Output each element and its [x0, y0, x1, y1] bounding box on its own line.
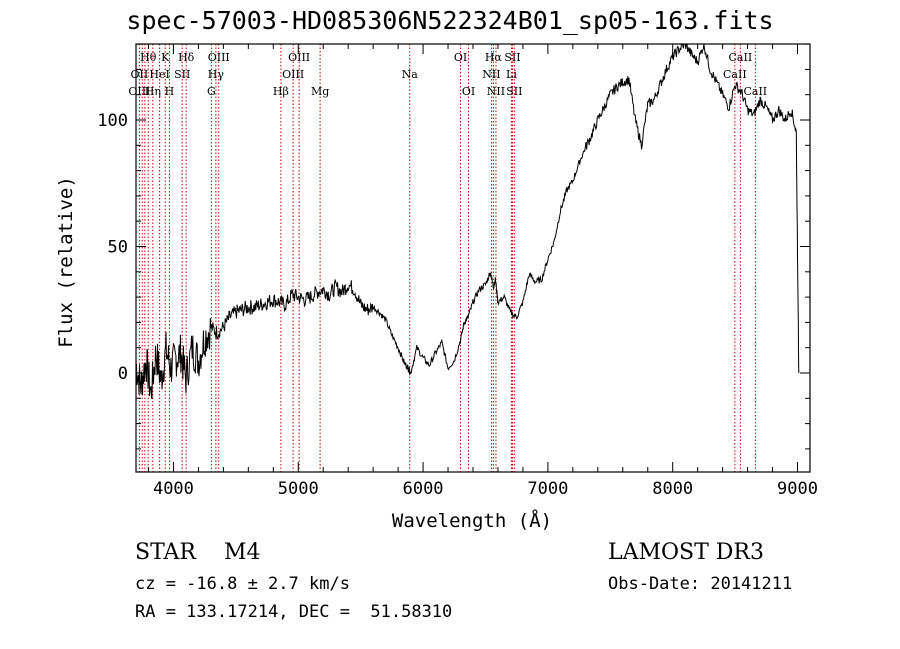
y-tick-label: 50	[108, 238, 128, 258]
line-id-label: OIII	[208, 51, 230, 64]
line-id-label: HeI	[149, 68, 169, 81]
line-id-label: CaII	[729, 51, 753, 64]
line-id-label: OIII	[282, 68, 304, 81]
plot-frame	[135, 43, 811, 473]
redshift-velocity: cz = -16.8 ± 2.7 km/s	[135, 574, 350, 594]
object-class: STAR M4	[135, 540, 261, 565]
line-id-label: OII	[131, 68, 149, 81]
line-id-label: Mg	[311, 85, 329, 98]
line-id-label: K	[161, 51, 170, 64]
line-id-label: Hβ	[273, 85, 289, 98]
y-axis-label: Flux (relative)	[55, 176, 77, 348]
x-axis-label: Wavelength (Å)	[391, 510, 553, 532]
y-tick-label: 100	[97, 111, 128, 131]
y-tick-label: 0	[118, 364, 128, 384]
line-id-label: Hθ	[140, 51, 157, 64]
line-id-label: NII	[482, 68, 500, 81]
spectrum-series	[135, 43, 800, 400]
line-id-label: NII	[487, 85, 505, 98]
x-tick-label: 4000	[153, 479, 194, 499]
line-id-label: SII	[506, 85, 522, 98]
line-id-label: OIII	[288, 51, 310, 64]
x-tick-label: 8000	[652, 479, 693, 499]
line-id-label: OIII	[128, 85, 150, 98]
survey-name: LAMOST DR3	[608, 540, 764, 565]
line-id-label: Na	[402, 68, 419, 81]
line-id-label: OI	[462, 85, 475, 98]
x-tick-label: 9000	[777, 479, 818, 499]
x-tick-label: 6000	[403, 479, 444, 499]
line-id-label: Hγ	[208, 68, 225, 81]
line-id-label: Hα	[485, 51, 503, 64]
line-id-label: Li	[506, 68, 517, 81]
line-id-label: H	[165, 85, 175, 98]
x-tick-label: 5000	[278, 479, 319, 499]
line-id-label: G	[207, 85, 216, 98]
line-id-label: Hη	[145, 85, 161, 98]
line-id-label: OI	[454, 51, 467, 64]
chart-title: spec-57003-HD085306N522324B01_sp05-163.f…	[126, 6, 774, 35]
line-id-label: SII	[504, 51, 520, 64]
observation-date: Obs-Date: 20141211	[608, 574, 793, 594]
line-id-label: CaII	[743, 85, 767, 98]
line-id-label: CaII	[723, 68, 747, 81]
line-id-label: Hδ	[178, 51, 195, 64]
coordinates: RA = 133.17214, DEC = 51.58310	[135, 602, 453, 622]
x-tick-label: 7000	[527, 479, 568, 499]
line-id-label: SII	[174, 68, 190, 81]
